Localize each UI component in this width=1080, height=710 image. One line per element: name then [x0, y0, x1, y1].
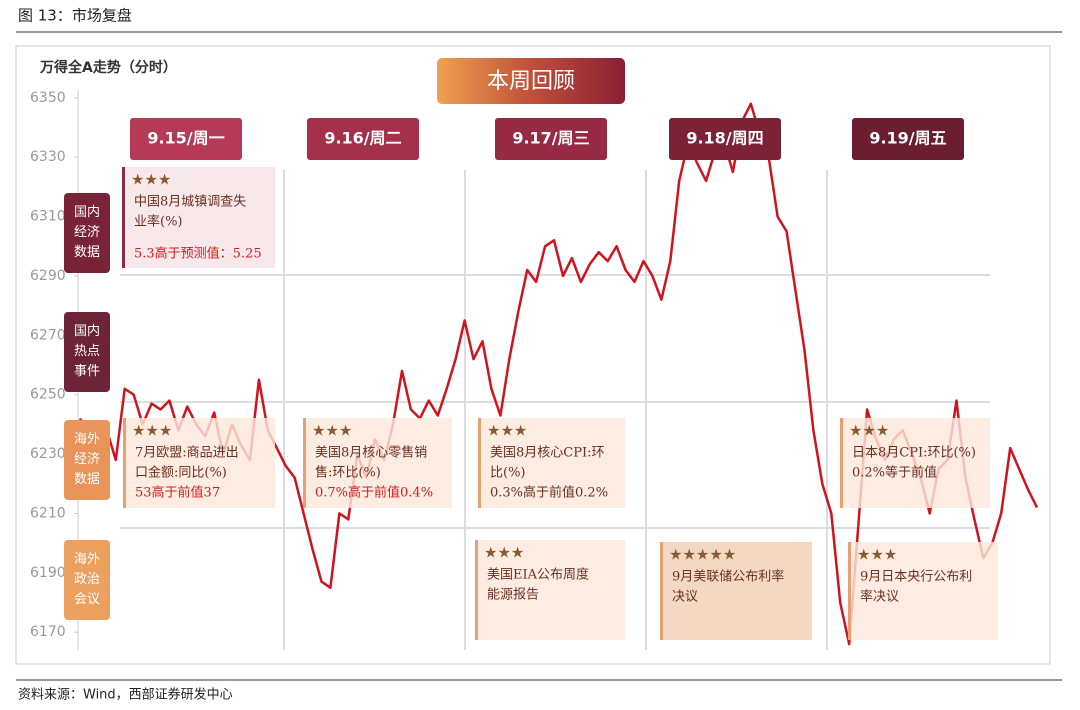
source: 资料来源：Wind，西部证券研发中心 [18, 687, 233, 703]
y-tick-label: 6330 [30, 149, 66, 165]
event-box [840, 418, 990, 508]
event-text: 0.2%等于前值 [852, 465, 937, 481]
y-tick-label: 6210 [30, 505, 66, 521]
event-box [478, 418, 625, 508]
event-stars: ★★★ [857, 546, 897, 564]
layout-grid [120, 170, 990, 650]
event-text: 7月欧盟:商品进出 [135, 446, 239, 461]
event-bar [848, 542, 851, 640]
y-tick-label: 6230 [30, 446, 66, 462]
row-box [64, 420, 110, 500]
y-tick-label: 6190 [30, 565, 66, 581]
day-box [495, 118, 607, 160]
event-text: 美国EIA公布周度 [487, 567, 589, 583]
event-text: 决议 [672, 590, 698, 605]
event-bar [122, 167, 125, 268]
event-text: 比(%) [490, 466, 526, 481]
y-tick-label: 6270 [30, 327, 66, 343]
day-box [130, 118, 242, 160]
y-tick-label: 6290 [30, 268, 66, 284]
event-note: 53高于前值37 [135, 485, 220, 501]
event-text: 0.3%高于前值0.2% [490, 485, 608, 501]
day-box [669, 118, 781, 160]
event-text: 9月美联储公布利率 [672, 569, 784, 585]
event-stars: ★★★ [312, 422, 352, 440]
event-bar [475, 540, 478, 640]
day-label: 9.18/周四 [686, 129, 763, 148]
event-stars: ★★★ [849, 422, 889, 440]
event-bar [123, 418, 126, 508]
row-label: 国内经济数据 [74, 204, 100, 260]
event-bar [303, 418, 306, 508]
day-box [852, 118, 964, 160]
event-stars: ★★★★★ [669, 546, 736, 564]
event-box [660, 542, 812, 640]
row-box [64, 540, 110, 620]
event-box [123, 418, 275, 508]
day-label: 9.17/周三 [512, 129, 589, 148]
figure-title: 图 13：市场复盘 [18, 7, 132, 25]
event-text: 美国8月核心零售销 [315, 445, 427, 461]
event-bar [840, 418, 843, 508]
chart-title: 万得全A走势（分时） [39, 59, 177, 76]
event-note: 5.3高于预测值：5.25 [134, 246, 262, 262]
event-text: 日本8月CPI:环比(%) [852, 446, 976, 461]
event-stars: ★★★ [487, 422, 527, 440]
banner-box [437, 58, 625, 104]
y-tick-label: 6170 [30, 624, 66, 640]
event-box [475, 540, 625, 640]
event-box [303, 418, 452, 508]
y-tick-label: 6310 [30, 209, 66, 225]
day-label: 9.16/周二 [324, 129, 401, 148]
event-text: 售:环比(%) [315, 465, 381, 481]
day-label: 9.19/周五 [869, 129, 946, 148]
event-text: 美国8月核心CPI:环 [490, 446, 604, 461]
banner: 本周回顾 [487, 69, 575, 94]
row-label: 国内热点事件 [74, 323, 100, 379]
y-tick-label: 6350 [30, 90, 66, 106]
event-note: 0.7%高于前值0.4% [315, 485, 433, 501]
row-box [64, 193, 110, 273]
y-tick-label: 6250 [30, 387, 66, 403]
event-box [848, 542, 998, 640]
day-label: 9.15/周一 [147, 129, 224, 148]
event-stars: ★★★ [484, 544, 524, 562]
row-label: 海外政治会议 [74, 552, 100, 607]
event-bar [660, 542, 663, 640]
event-stars: ★★★ [132, 422, 172, 440]
event-text: 9月日本央行公布利 [860, 570, 972, 585]
event-text: 口金额:同比(%) [135, 465, 227, 481]
event-bar [478, 418, 481, 508]
row-label: 海外经济数据 [74, 432, 100, 487]
event-stars: ★★★ [131, 171, 171, 189]
day-box [307, 118, 419, 160]
row-box [64, 312, 110, 392]
event-text: 中国8月城镇调查失 [134, 195, 246, 210]
event-text: 业率(%) [134, 214, 183, 230]
event-box [122, 167, 275, 268]
event-text: 能源报告 [487, 588, 539, 603]
event-text: 率决议 [860, 589, 899, 605]
